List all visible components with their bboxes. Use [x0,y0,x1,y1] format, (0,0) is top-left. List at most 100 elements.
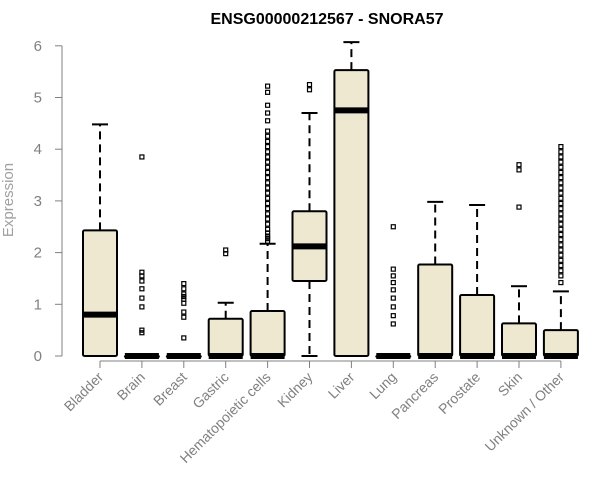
box-iqr [249,310,286,357]
box-liver [333,41,370,357]
outlier-point [265,149,271,155]
box-pancreas [417,200,454,359]
box-unknown-other [542,144,579,359]
outlier-point [306,81,313,88]
outlier-point [558,252,564,258]
outlier-point [265,180,271,186]
box-brain [123,154,160,359]
outlier-point [558,268,564,274]
box-iqr [542,329,579,357]
box-iqr [417,263,454,357]
box-breast [165,281,202,359]
outlier-point [558,257,564,263]
box-iqr [207,317,244,357]
outlier-point [390,321,396,327]
outlier-point [265,185,271,191]
x-tick-label: Prostate [435,369,483,417]
outlier-point [558,221,564,227]
outlier-point [265,175,271,181]
box-kidney [291,81,328,357]
outlier-point [390,224,396,230]
box-iqr [333,69,370,357]
outlier-point [265,83,271,89]
x-tick-label: Lung [366,369,399,402]
outlier-point [265,118,271,124]
outlier-point [558,273,564,279]
outlier-point [558,262,564,269]
outlier-point [181,300,187,306]
box-skin [501,162,537,359]
outlier-point [139,330,145,336]
x-tick-label: Kidney [274,369,316,411]
outlier-point [139,286,145,292]
outlier-point [558,149,564,155]
outlier-point [265,164,271,170]
outlier-point [558,211,564,217]
y-tick-label: 0 [34,348,42,365]
outlier-point [516,167,522,173]
outlier-point [516,204,522,210]
outlier-point [390,287,396,293]
outlier-point [139,295,145,301]
outlier-point [223,251,229,257]
outlier-point [390,304,396,310]
outlier-point [558,144,564,150]
outlier-point [265,154,271,160]
outlier-point [265,230,271,236]
box-bladder [82,123,118,357]
outlier-point [558,154,564,160]
outlier-point [558,169,564,176]
outlier-point [265,138,271,145]
outlier-point [265,190,271,196]
y-tick-label: 2 [34,245,42,262]
x-tick-label: Skin [495,369,526,400]
outlier-point [265,169,271,176]
y-tick-label: 5 [34,90,42,107]
y-tick-label: 4 [34,141,42,158]
outlier-point [265,159,271,165]
outlier-point [558,231,564,238]
outlier-point [265,89,271,95]
outlier-point [139,154,145,160]
outlier-point [181,335,187,341]
x-tick-label: Brain [114,369,148,403]
box-iqr [501,322,537,357]
outlier-point [265,221,271,227]
outlier-point [265,195,271,201]
outlier-point [139,273,145,279]
outlier-point [558,216,564,222]
y-tick-label: 1 [34,296,42,313]
outlier-point [558,279,564,286]
outlier-point [390,273,396,279]
outlier-point [558,185,564,191]
outlier-point [265,206,271,212]
box-iqr [82,229,118,357]
outlier-point [181,314,187,320]
outlier-point [558,175,564,181]
outlier-point [558,180,564,186]
outlier-point [265,110,271,116]
outlier-point [265,144,271,150]
outlier-point [558,200,564,207]
outlier-point [390,295,396,301]
outlier-point [139,304,145,310]
x-tick-label: Pancreas [388,369,441,422]
outlier-point [558,206,564,212]
box-series [82,41,579,359]
box-prostate [459,204,496,359]
outlier-point [558,164,564,170]
y-tick-label: 6 [34,38,42,55]
outlier-point [181,281,187,287]
outlier-point [558,247,564,253]
outlier-point [558,237,564,243]
x-tick-label: Liver [325,369,358,402]
outlier-point [558,226,564,232]
outlier-point [265,211,271,217]
outlier-point [265,200,271,207]
outlier-point [306,87,313,93]
outlier-point [265,128,271,134]
outlier-point [181,286,187,292]
chart-title: ENSG00000212567 - SNORA57 [210,11,443,28]
